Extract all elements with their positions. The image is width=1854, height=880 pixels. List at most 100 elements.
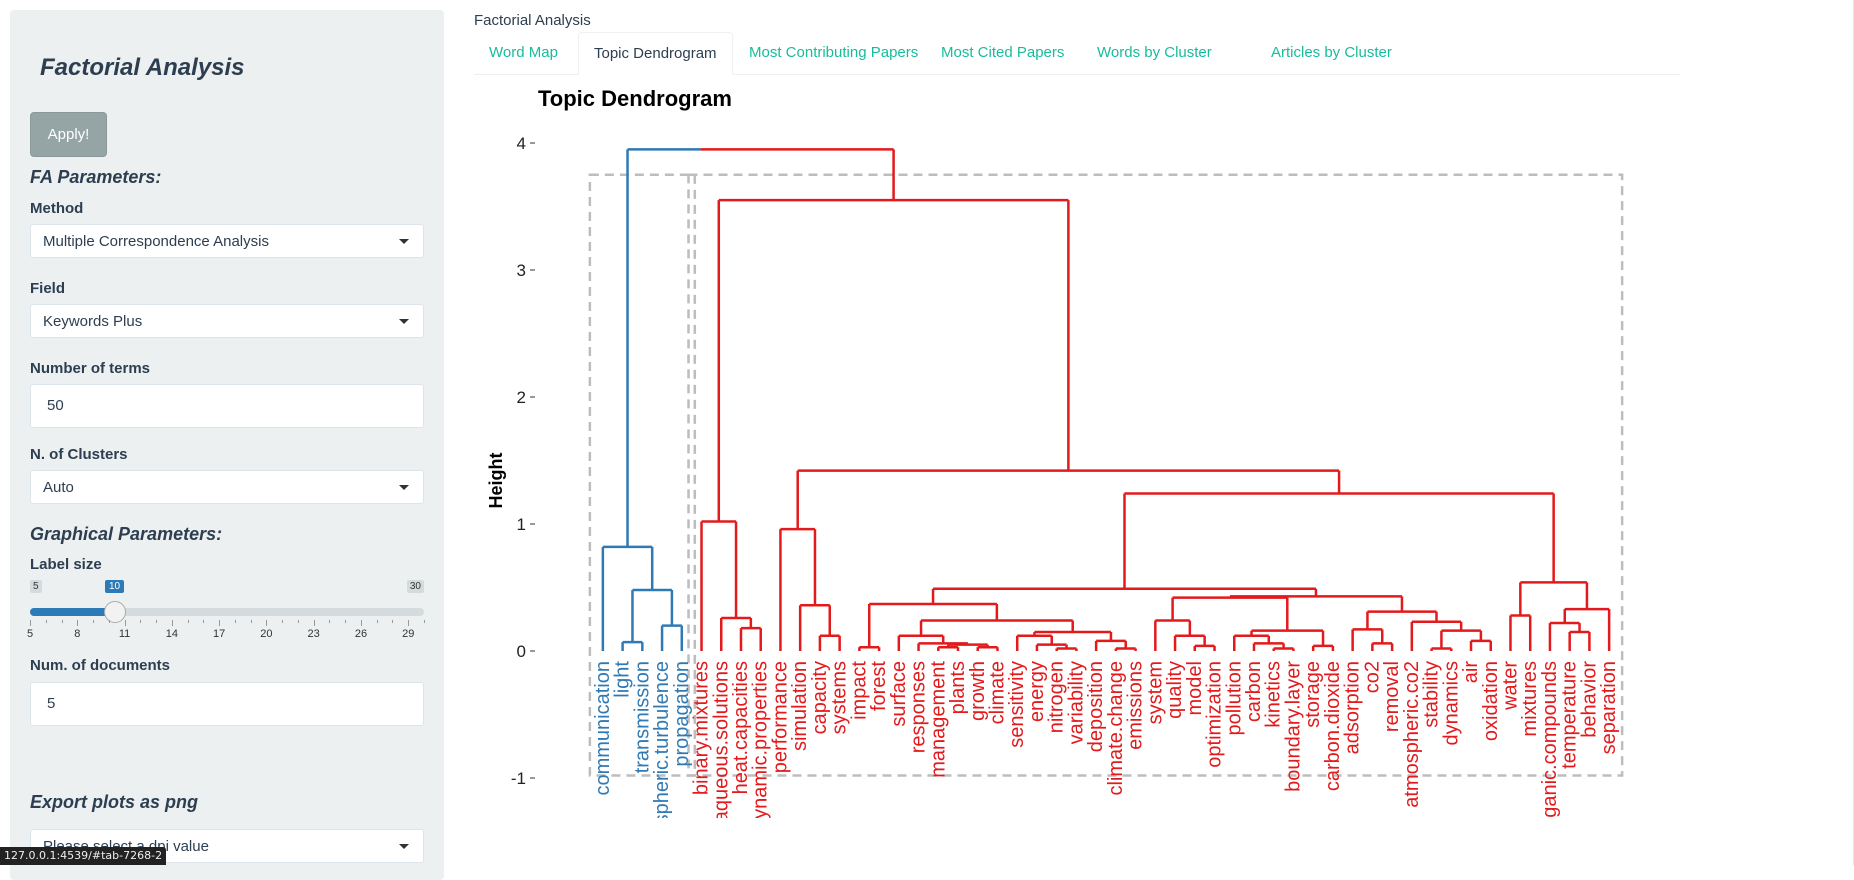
leaf-label: variability	[1065, 661, 1087, 744]
slider-tick-label: 5	[26, 628, 34, 640]
num-documents-label: Num. of documents	[30, 657, 171, 674]
field-select[interactable]: Keywords Plus	[30, 304, 424, 338]
slider-track[interactable]	[30, 608, 424, 616]
y-tick-label: -1	[511, 769, 526, 788]
slider-tick	[93, 620, 95, 623]
leaf-label: dynamics	[1440, 661, 1462, 745]
leaf-label: climate.change	[1105, 661, 1127, 796]
y-tick-label: 1	[517, 515, 526, 534]
leaf-label: co2	[1361, 661, 1383, 693]
slider-tick-label: 14	[165, 628, 178, 640]
leaf-label: simulation	[789, 661, 811, 751]
leaf-label: mixtures	[1519, 661, 1541, 737]
leaf-label: separation	[1598, 661, 1620, 754]
n-clusters-select[interactable]: Auto	[30, 470, 424, 504]
slider-tick-label: 17	[212, 628, 226, 640]
leaf-label: organic.compounds	[1539, 661, 1561, 818]
slider-tick	[329, 620, 331, 623]
leaf-label: system	[1144, 661, 1166, 724]
leaf-label: kinetics	[1263, 661, 1285, 728]
leaf-label: carbon	[1243, 661, 1265, 722]
leaf-label: performance	[769, 661, 791, 773]
tab-word-map[interactable]: Word Map	[489, 44, 558, 61]
leaf-label: management	[927, 661, 949, 778]
leaf-label: plants	[947, 661, 969, 714]
slider-tick	[360, 620, 362, 626]
leaf-label: removal	[1381, 661, 1403, 732]
tab-bar: Word Map Topic Dendrogram Most Contribut…	[474, 32, 1680, 75]
leaf-label: aqueous.solutions	[710, 661, 732, 818]
number-of-terms-input[interactable]: 50	[30, 384, 424, 428]
method-select[interactable]: Multiple Correspondence Analysis	[30, 224, 424, 258]
tab-topic-dendrogram[interactable]: Topic Dendrogram	[578, 32, 733, 75]
leaf-label: temperature	[1559, 661, 1581, 769]
chevron-down-icon	[399, 319, 409, 324]
slider-tick	[77, 620, 79, 626]
slider-tick	[187, 620, 189, 623]
method-value: Multiple Correspondence Analysis	[43, 233, 269, 250]
slider-handle[interactable]	[104, 601, 126, 623]
chevron-down-icon	[399, 844, 409, 849]
leaf-label: surface	[888, 661, 910, 727]
leaf-label: atmospheric.turbulence	[651, 661, 673, 818]
tab-most-contributing-papers[interactable]: Most Contributing Papers	[749, 44, 919, 61]
field-label: Field	[30, 280, 66, 297]
slider-tick	[219, 620, 221, 626]
tab-words-by-cluster[interactable]: Words by Cluster	[1097, 44, 1212, 61]
num-documents-input[interactable]: 5	[30, 682, 424, 726]
leaf-label: energy	[1026, 661, 1048, 722]
leaf-label: light	[612, 661, 634, 698]
label-size-slider[interactable]: 5 10 30 5 8 11 14 17 20 23 26 29	[26, 580, 425, 640]
cluster-box-2	[687, 173, 1624, 777]
apply-button[interactable]: Apply!	[30, 112, 107, 157]
slider-current-value: 10	[105, 580, 125, 593]
leaf-label: behavior	[1578, 661, 1600, 738]
leaf-label: forest	[868, 661, 890, 711]
leaf-label: systems	[829, 661, 851, 734]
export-plots-heading: Export plots as png	[30, 792, 199, 812]
slider-tick-label: 11	[118, 628, 131, 640]
method-label: Method	[30, 200, 84, 217]
slider-tick-label: 20	[260, 628, 273, 640]
main-section-label: Factorial Analysis	[474, 12, 591, 29]
slider-tick	[234, 620, 236, 623]
slider-tick	[282, 620, 284, 623]
y-tick-label: 2	[517, 388, 526, 407]
slider-tick	[313, 620, 315, 626]
slider-max: 30	[406, 580, 424, 593]
graphical-parameters-heading: Graphical Parameters:	[30, 524, 223, 544]
slider-tick	[250, 620, 252, 623]
field-value: Keywords Plus	[43, 313, 143, 330]
leaf-label: emissions	[1125, 661, 1147, 750]
slider-tick	[124, 620, 126, 626]
slider-tick	[376, 620, 378, 623]
leaf-label: climate	[986, 661, 1008, 724]
leaf-label: nitrogen	[1046, 661, 1068, 733]
chart-title: Topic Dendrogram	[538, 86, 732, 111]
leaf-label: deposition	[1085, 661, 1107, 752]
slider-tick	[345, 620, 347, 623]
tab-articles-by-cluster[interactable]: Articles by Cluster	[1271, 44, 1392, 61]
slider-tick	[408, 620, 410, 626]
slider-tick	[171, 620, 173, 626]
leaf-label: propagation	[671, 661, 693, 767]
leaf-label: thermodynamic.properties	[750, 661, 772, 818]
label-size-label: Label size	[30, 556, 102, 573]
chevron-down-icon	[399, 239, 409, 244]
leaf-label: communication	[592, 661, 614, 796]
tab-most-cited-papers[interactable]: Most Cited Papers	[941, 44, 1065, 61]
leaf-label: adsorption	[1342, 661, 1364, 754]
y-tick-label: 4	[517, 134, 526, 153]
slider-min: 5	[30, 580, 42, 593]
n-clusters-value: Auto	[43, 479, 74, 496]
slider-tick-label: 29	[402, 628, 415, 640]
fa-parameters-heading: FA Parameters:	[30, 167, 162, 187]
leaf-label: pollution	[1223, 661, 1245, 736]
slider-tick-label: 8	[74, 628, 81, 640]
leaf-label: carbon.dioxide	[1322, 661, 1344, 791]
slider-tick	[266, 620, 268, 626]
y-axis-label: Height	[486, 452, 506, 508]
slider-fill	[30, 608, 115, 616]
slider-tick-label: 26	[354, 628, 368, 640]
leaf-label: quality	[1164, 661, 1186, 719]
